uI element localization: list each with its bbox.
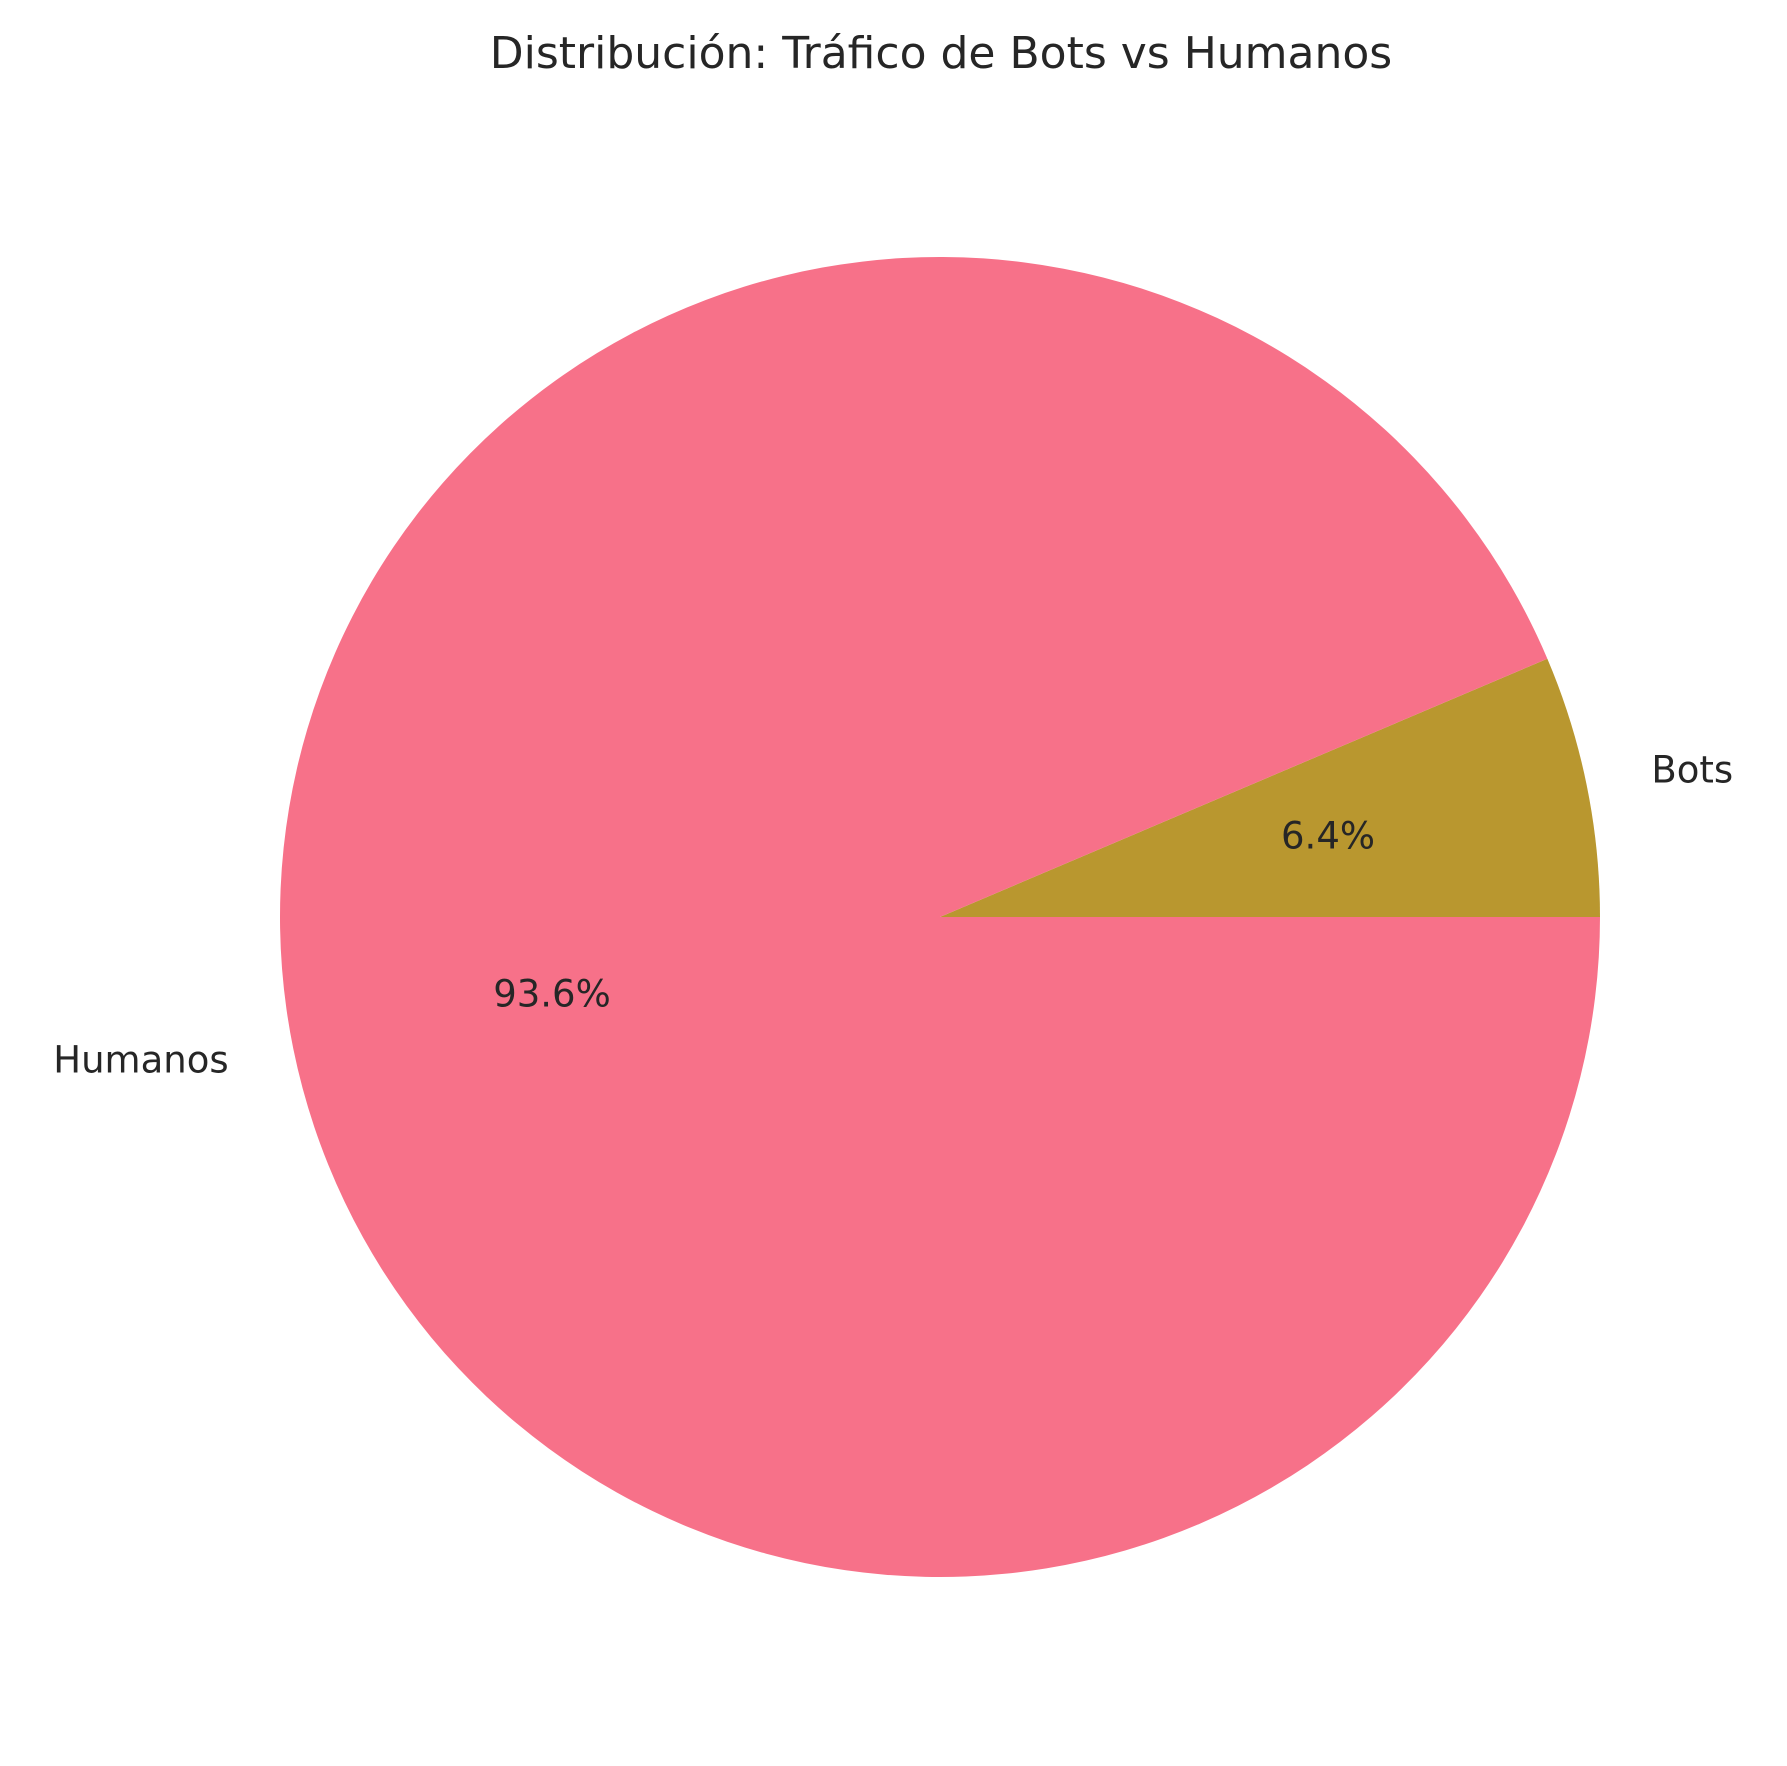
slice-percent-humanos: 93.6% — [493, 973, 611, 1016]
pie-slice-bots — [940, 658, 1600, 917]
chart-title: Distribución: Tráfico de Bots vs Humanos — [490, 28, 1392, 79]
slice-percent-bots: 6.4% — [1281, 814, 1375, 857]
pie-labels: Bots 6.4% Humanos 93.6% — [53, 749, 1733, 1082]
slice-label-humanos: Humanos — [53, 1038, 228, 1081]
slice-label-bots: Bots — [1651, 749, 1733, 792]
pie-slices — [280, 256, 1600, 1577]
pie-slice-humanos — [280, 256, 1600, 1577]
